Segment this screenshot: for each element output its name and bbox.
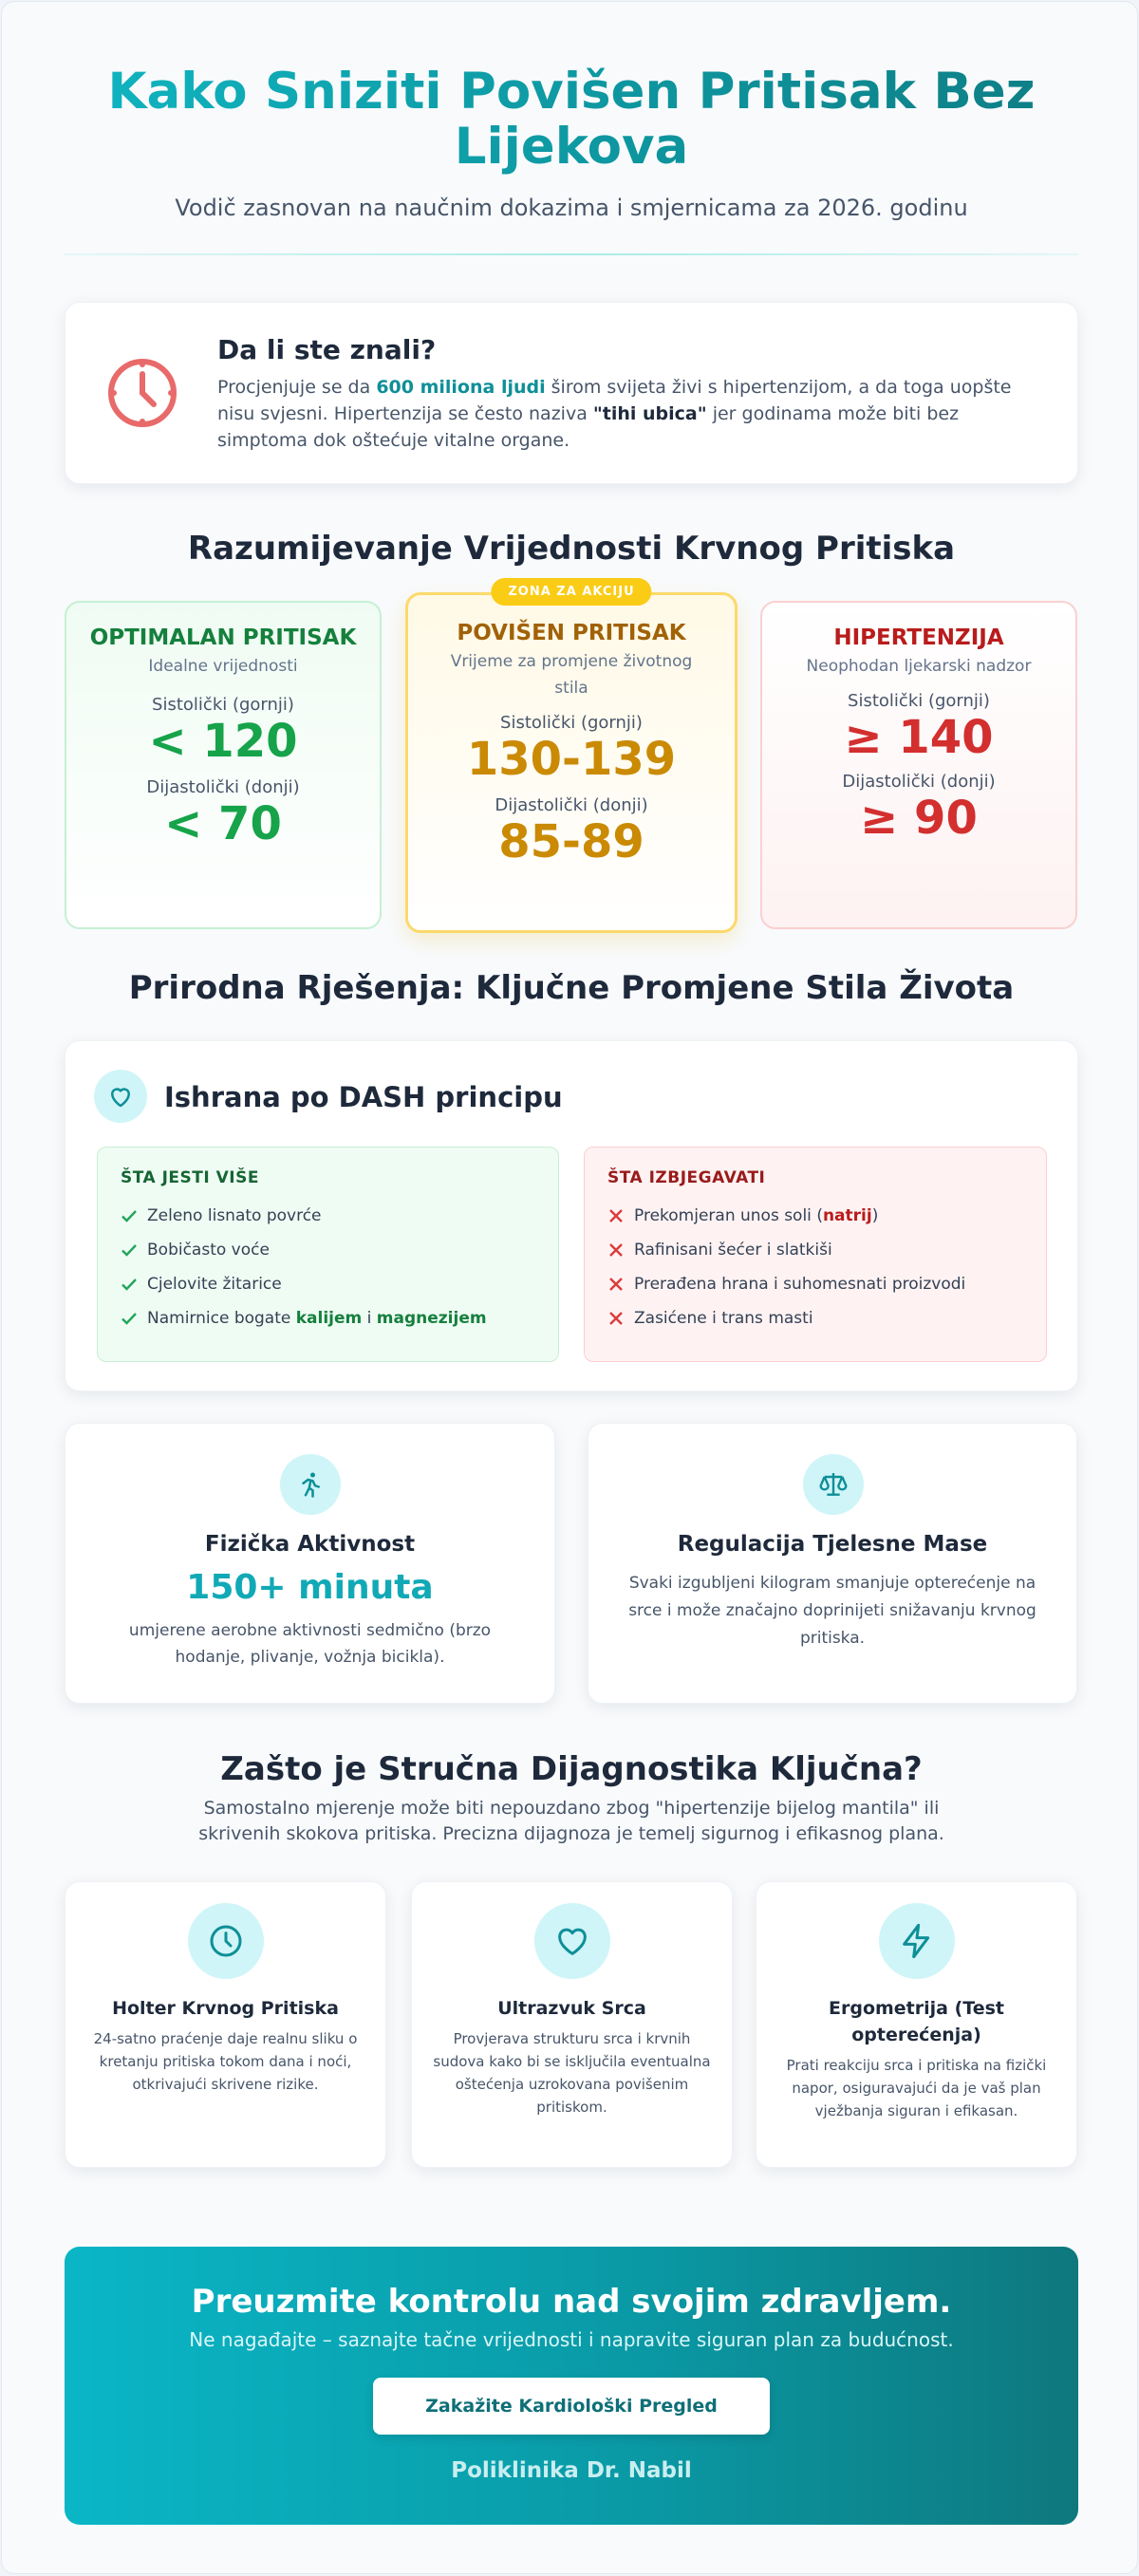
info-title: Da li ste znali? [217,334,437,365]
list-item: Namirnice bogate kalijem i magnezijem [121,1301,535,1335]
card-text: umjerene aerobne aktivnosti sedmično (br… [128,1621,492,1667]
heart-icon [94,1070,147,1123]
value-card: HIPERTENZIJA Neophodan ljekarski nadzor … [760,601,1077,929]
cta-banner: Preuzmite kontrolu nad svojim zdravljem.… [65,2247,1078,2525]
list-item: Cjelovite žitarice [121,1267,535,1301]
value: ≥ 140 [844,711,994,764]
card-subtitle: Idealne vrijednosti [148,657,298,676]
item-text: Prerađena hrana i suhomesnati proizvodi [634,1275,966,1294]
card-subtitle: Vrijeme za promjene životnog stila [450,652,693,698]
card-text: Prati reakciju srca i pritiska na fizičk… [786,2057,1047,2119]
list-item: Zasićene i trans masti [607,1301,1023,1335]
highlight: magnezijem [376,1309,487,1328]
card-title: POVIŠEN PRITISAK [457,621,686,645]
text: Namirnice bogate [147,1309,296,1328]
cta-subtitle: Ne nagađajte – saznajte tačne vrijednost… [189,2328,954,2351]
item-text: Namirnice bogate kalijem i magnezijem [147,1309,487,1328]
value-label: Dijastolički (donji) [842,772,996,792]
card-subtitle: Neophodan ljekarski nadzor [806,657,1032,676]
value: 130-139 [466,733,677,786]
weight-card: Regulacija Tjelesne Mase Svaki izgubljen… [588,1423,1077,1704]
info-text: Procjenjuje se da 600 miliona ljudi širo… [217,374,1039,454]
list-item: Bobičasto voće [121,1233,535,1267]
info-card: Da li ste znali? Procjenjuje se da 600 m… [65,302,1078,484]
activity-card: Fizička Aktivnost 150+ minuta umjerene a… [65,1423,555,1704]
list-item: Prekomjeran unos soli (natrij) [607,1199,1023,1233]
item-text: Cjelovite žitarice [147,1275,282,1294]
diet-title: Ishrana po DASH principu [164,1081,563,1113]
value-label: Sistolički (gornji) [152,695,294,715]
value-card: OPTIMALAN PRITISAK Idealne vrijednosti S… [65,601,382,929]
clock-icon [108,359,177,427]
header: Kako Sniziti Povišen Pritisak Bez Lijeko… [65,65,1078,222]
card-title: Ergometrija (Test opterećenja) [829,1998,1004,2045]
diagnostic-card: Holter Krvnog Pritiska 24-satno praćenje… [65,1881,386,2168]
section-title: Razumijevanje Vrijednosti Krvnog Pritisk… [187,530,956,568]
highlight: "tihi ubica" [592,403,707,424]
text: širom svijeta živi s hipertenzijom, a da… [217,377,1012,424]
item-text: Zasićene i trans masti [634,1309,813,1328]
page-subtitle: Vodič zasnovan na naučnim dokazima i smj… [175,195,968,221]
card-text: Svaki izgubljeni kilogram smanjuje opter… [628,1574,1036,1648]
avoid-box: ŠTA IZBJEGAVATI Prekomjeran unos soli (n… [584,1147,1047,1362]
box-title: ŠTA JESTI VIŠE [121,1168,259,1187]
box-title: ŠTA IZBJEGAVATI [607,1168,766,1187]
card-title: HIPERTENZIJA [833,625,1004,650]
diagnostic-card: Ultrazvuk Srca Provjerava strukturu srca… [411,1881,733,2168]
value-label: Sistolički (gornji) [848,691,990,711]
eat-more-box: ŠTA JESTI VIŠE Zeleno lisnato povrće Bob… [97,1147,559,1362]
card-text: 24-satno praćenje daje realnu sliku o kr… [93,2030,358,2093]
text: jer godinama može biti bez simptoma dok … [217,403,960,451]
list-item: Rafinisani šećer i slatkiši [607,1233,1023,1267]
value: < 70 [164,797,282,850]
item-text: Bobičasto voće [147,1241,270,1260]
cta-button[interactable]: Zakažite Kardiološki Pregled [373,2378,770,2435]
highlight: 150+ minuta [186,1568,434,1607]
text: Prekomjeran unos soli ( [634,1206,823,1225]
section-title: Zašto je Stručna Dijagnostika Ključna? [220,1750,923,1788]
bolt-icon [879,1903,955,1979]
card-text: Provjerava strukturu srca i krvnih sudov… [433,2030,711,2116]
clock-icon [188,1903,264,1979]
item-text: Zeleno lisnato povrće [147,1206,322,1225]
highlight: kalijem [295,1309,363,1328]
item-text: Prekomjeran unos soli (natrij) [634,1206,878,1225]
value-label: Dijastolički (donji) [146,777,300,797]
card-title: OPTIMALAN PRITISAK [89,625,357,650]
divider [65,253,1078,255]
item-text: Rafinisani šećer i slatkiši [634,1241,832,1260]
diagnostic-card: Ergometrija (Test opterećenja) Prati rea… [756,1881,1077,2168]
card-title: Holter Krvnog Pritiska [112,1998,339,2019]
cta-title: Preuzmite kontrolu nad svojim zdravljem. [191,2283,952,2321]
section-subtitle: Samostalno mjerenje može biti nepouzdano… [198,1798,944,1844]
page-title: Kako Sniziti Povišen Pritisak Bez Lijeko… [92,65,1051,175]
value: < 120 [148,715,298,768]
section-title: Prirodna Rješenja: Ključne Promjene Stil… [128,969,1015,1007]
text: Procjenjuje se da [217,377,377,398]
diet-card: Ishrana po DASH principu ŠTA JESTI VIŠE … [65,1040,1078,1391]
value: 85-89 [498,815,644,868]
card-title: Ultrazvuk Srca [497,1998,646,2019]
scale-icon [803,1454,864,1515]
card-title: Fizička Aktivnost [204,1532,416,1557]
list-item: Prerađena hrana i suhomesnati proizvodi [607,1267,1023,1301]
text: i [362,1309,377,1328]
text: ) [871,1206,879,1225]
value-card: ZONA ZA AKCIJU POVIŠEN PRITISAK Vrijeme … [405,578,738,933]
activity-icon [280,1454,341,1515]
heart-icon [534,1903,610,1979]
list-item: Zeleno lisnato povrće [121,1199,535,1233]
value-label: Dijastolički (donji) [495,795,648,815]
card-title: Regulacija Tjelesne Mase [677,1532,988,1557]
value: ≥ 90 [860,792,978,845]
badge: ZONA ZA AKCIJU [491,578,652,606]
highlight: 600 miliona ljudi [376,377,546,398]
clinic-name: Poliklinika Dr. Nabil [451,2458,692,2483]
value-label: Sistolički (gornji) [500,713,643,733]
highlight: natrij [822,1206,872,1225]
